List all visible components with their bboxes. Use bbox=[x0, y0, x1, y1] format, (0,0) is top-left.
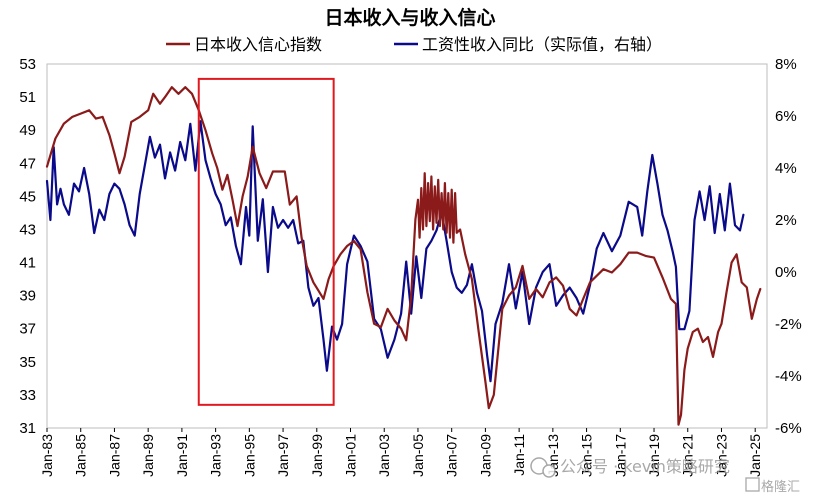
plot-area-frame bbox=[46, 63, 768, 429]
x-tick-label: Jan-07 bbox=[444, 434, 460, 477]
x-tick-label: Jan-93 bbox=[208, 434, 224, 477]
y-left-tick-label: 41 bbox=[19, 255, 36, 272]
x-tick-label: Jan-19 bbox=[646, 434, 662, 477]
y-left-tick-label: 33 bbox=[19, 387, 36, 404]
series-line-wage bbox=[45, 120, 745, 383]
chart-title: 日本收入与收入信心 bbox=[324, 6, 495, 29]
y-right-tick-label: -6% bbox=[775, 420, 802, 437]
x-tick-label: Jan-17 bbox=[612, 434, 628, 477]
x-tick-label: Jan-95 bbox=[241, 434, 257, 477]
x-tick-label: Jan-87 bbox=[106, 434, 122, 477]
y-left-tick-label: 53 bbox=[19, 56, 36, 73]
x-axis: Jan-83 Jan-85 Jan-87 Jan-89 Jan-91 Jan-93 Jan-… bbox=[39, 428, 763, 477]
legend-label-wage: 工资性收入同比（实际值，右轴） bbox=[422, 35, 662, 54]
watermark-text: 公众号 · kevin策略研究 bbox=[560, 457, 730, 476]
y-left-tick-label: 35 bbox=[19, 354, 36, 371]
x-tick-label: Jan-85 bbox=[73, 434, 89, 477]
x-tick-label: Jan-91 bbox=[174, 434, 190, 477]
y-left-tick-label: 39 bbox=[19, 288, 36, 305]
highlight-box bbox=[197, 77, 335, 406]
y-right-tick-label: 6% bbox=[775, 108, 797, 125]
x-tick-label: Jan-23 bbox=[713, 434, 729, 477]
y-right-tick-label: 0% bbox=[775, 264, 797, 281]
x-tick-label: Jan-21 bbox=[680, 434, 696, 477]
x-tick-label: Jan-15 bbox=[579, 434, 595, 477]
x-tick-label: Jan-05 bbox=[410, 434, 426, 477]
x-tick-label: Jan-03 bbox=[376, 434, 392, 477]
y-left-tick-label: 43 bbox=[19, 221, 36, 238]
y-left-tick-label: 47 bbox=[19, 155, 36, 172]
y-left-tick-label: 37 bbox=[19, 321, 36, 338]
y-right-tick-label: 4% bbox=[775, 160, 797, 177]
x-tick-label: Jan-11 bbox=[511, 434, 527, 476]
x-tick-label: Jan-89 bbox=[140, 434, 156, 477]
gelonghui-logo-icon bbox=[745, 477, 760, 492]
y-left-tick-label: 49 bbox=[19, 122, 36, 139]
series-line-confidence bbox=[45, 86, 762, 426]
y-left-tick-label: 51 bbox=[19, 89, 36, 106]
y-left-tick-label: 31 bbox=[19, 420, 36, 437]
x-tick-label: Jan-01 bbox=[343, 434, 359, 477]
y-axis-left: 31 33 35 37 39 41 43 45 47 49 51 53 bbox=[19, 56, 36, 437]
x-tick-label: Jan-97 bbox=[275, 434, 291, 477]
y-left-tick-label: 45 bbox=[19, 188, 36, 205]
x-tick-label: Jan-83 bbox=[39, 434, 55, 477]
watermark-text-2: 格隆汇 bbox=[761, 479, 800, 495]
x-tick-label: Jan-99 bbox=[309, 434, 325, 477]
wechat-icon-small bbox=[542, 464, 556, 478]
y-right-tick-label: 2% bbox=[775, 212, 797, 229]
series-layer bbox=[45, 86, 762, 426]
legend: 日本收入信心指数 工资性收入同比（实际值，右轴） bbox=[166, 35, 662, 54]
y-right-tick-label: -4% bbox=[775, 368, 802, 385]
y-right-tick-label: 8% bbox=[775, 56, 797, 73]
y-axis-right: -6% -4% -2% 0% 2% 4% 6% 8% bbox=[775, 56, 802, 437]
x-tick-label: Jan-09 bbox=[477, 434, 493, 477]
y-right-tick-label: -2% bbox=[775, 316, 802, 333]
x-tick-label: Jan-25 bbox=[747, 434, 763, 477]
watermark: 公众号 · kevin策略研究 格隆汇 bbox=[530, 457, 800, 495]
legend-label-confidence: 日本收入信心指数 bbox=[194, 35, 322, 54]
